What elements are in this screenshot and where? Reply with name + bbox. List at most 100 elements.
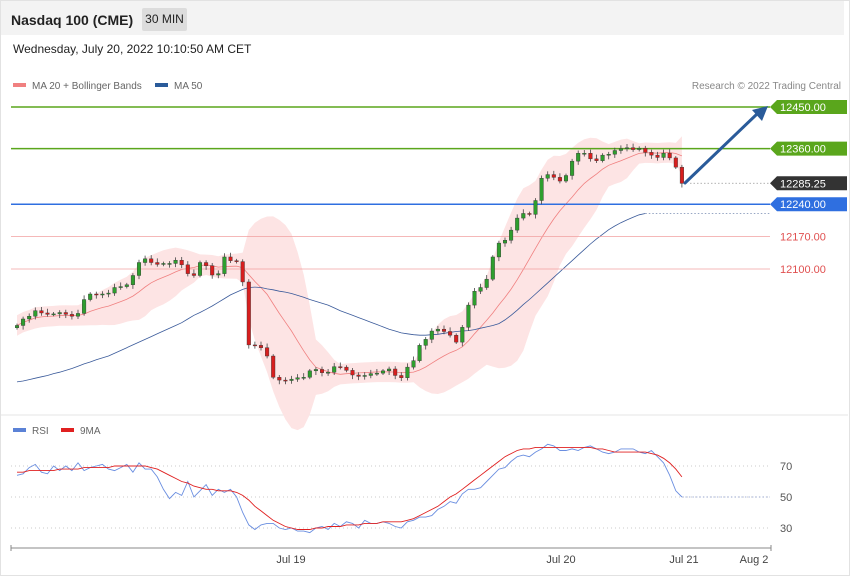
candle xyxy=(399,372,404,382)
candle xyxy=(411,356,416,370)
rsi-swatch xyxy=(13,428,26,433)
target-arrow xyxy=(683,112,759,185)
candle xyxy=(14,323,19,330)
candle-body xyxy=(88,293,93,300)
candle xyxy=(429,328,434,344)
candle xyxy=(637,146,642,152)
candle-body xyxy=(185,264,190,274)
candle xyxy=(124,282,129,289)
candle xyxy=(496,240,501,262)
candle xyxy=(509,226,514,244)
timeframe-button[interactable]: 30 MIN xyxy=(142,8,187,31)
candle xyxy=(442,325,447,335)
candle-body xyxy=(564,175,569,182)
candle xyxy=(423,337,428,350)
candle-body xyxy=(14,325,19,328)
candle-body xyxy=(551,174,556,178)
candle-body xyxy=(362,375,367,377)
candle-body xyxy=(667,153,672,159)
candle xyxy=(338,362,343,370)
candle-body xyxy=(435,328,440,332)
candle-body xyxy=(216,273,221,276)
candle xyxy=(143,255,148,266)
rsi-line xyxy=(16,443,683,534)
candle xyxy=(100,291,105,299)
ma20-swatch xyxy=(13,83,26,88)
candle-body xyxy=(454,334,459,343)
candle xyxy=(600,153,605,163)
candle xyxy=(197,260,202,278)
candle-body xyxy=(490,256,495,280)
candle-body xyxy=(521,213,526,219)
candle-body xyxy=(75,313,80,317)
chart-datetime: Wednesday, July 20, 2022 10:10:50 AM CET xyxy=(13,42,252,56)
legend-rsi: RSI xyxy=(13,426,49,437)
candle-body xyxy=(69,314,74,317)
candle-body xyxy=(527,213,532,215)
candle xyxy=(387,366,392,375)
candle-body xyxy=(545,174,550,179)
candle-body xyxy=(45,312,50,315)
legend-ma20-label: MA 20 + Bollinger Bands xyxy=(32,81,142,92)
candle xyxy=(448,327,453,338)
candle xyxy=(149,255,154,266)
candle xyxy=(191,269,196,278)
candle xyxy=(332,362,337,375)
candle xyxy=(88,292,93,302)
candle-body xyxy=(143,258,148,263)
candle-body xyxy=(27,316,32,320)
candle xyxy=(606,151,611,160)
candle xyxy=(57,310,62,319)
candle xyxy=(551,170,556,181)
candle xyxy=(75,309,80,319)
candle-body xyxy=(350,370,355,376)
candle-body xyxy=(368,373,373,376)
candle xyxy=(313,367,318,375)
candle-body xyxy=(618,148,623,151)
candle xyxy=(246,279,251,349)
candle-body xyxy=(106,292,111,295)
candle-body xyxy=(240,261,245,283)
candle xyxy=(362,372,367,380)
candle xyxy=(564,173,569,183)
candle-body xyxy=(301,377,306,379)
legend-rsi-ma-label: 9MA xyxy=(80,426,101,437)
candle xyxy=(301,373,306,381)
candle-body xyxy=(210,265,215,276)
candle xyxy=(173,257,178,268)
candle-body xyxy=(484,278,489,288)
legend-ma50: MA 50 xyxy=(155,81,202,92)
candle-body xyxy=(460,327,465,343)
candle xyxy=(155,258,160,267)
candle-body xyxy=(600,154,605,161)
legend-ma20: MA 20 + Bollinger Bands xyxy=(13,81,142,92)
candle-body xyxy=(63,312,68,315)
candle xyxy=(539,175,544,205)
candle xyxy=(283,377,288,385)
candle xyxy=(570,158,575,180)
candle-body xyxy=(326,372,331,374)
candle-body xyxy=(94,293,99,296)
candles xyxy=(14,143,684,385)
candle-body xyxy=(503,240,508,244)
candle-body xyxy=(82,299,87,314)
level-tag-shape xyxy=(770,197,847,212)
candle xyxy=(234,258,239,264)
candle-body xyxy=(679,166,684,184)
x-tick-label: Aug 2 xyxy=(740,554,769,566)
candle xyxy=(374,368,379,376)
candle-body xyxy=(234,260,239,262)
candle-body xyxy=(612,150,617,155)
candle-body xyxy=(246,281,251,346)
level-tag-text: 12450.00 xyxy=(780,102,826,114)
candle-body xyxy=(228,256,233,261)
candle xyxy=(106,289,111,298)
candle xyxy=(204,260,209,270)
candle xyxy=(478,283,483,294)
candle xyxy=(594,154,599,164)
candle xyxy=(631,143,636,152)
candle xyxy=(63,309,68,319)
candle-body xyxy=(478,287,483,292)
candle xyxy=(533,198,538,219)
